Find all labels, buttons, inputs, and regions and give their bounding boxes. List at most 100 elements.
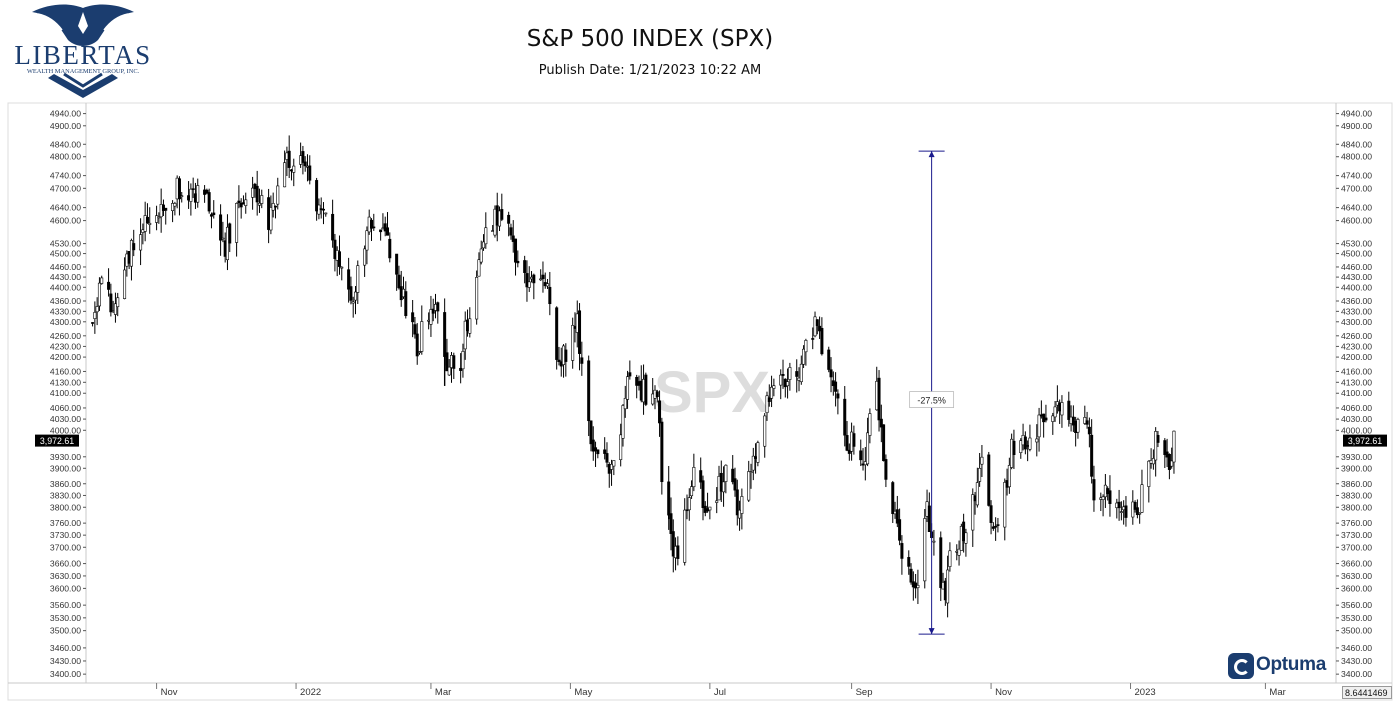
y-tick-label-left: 4000.00 [50, 425, 81, 435]
ohlc-bar [413, 317, 417, 339]
y-tick-label-left: 4640.00 [50, 203, 81, 213]
ohlc-bar [756, 440, 760, 467]
ohlc-bar [308, 155, 312, 185]
measure-label-box [909, 391, 955, 409]
ohlc-bar [107, 268, 111, 297]
x-tick-label: Mar [1269, 687, 1285, 698]
y-tick-label-right: 3430.00 [1341, 656, 1372, 666]
ohlc-bar [349, 276, 353, 305]
y-tick-label-right: 3930.00 [1341, 452, 1372, 462]
drawdown-measure[interactable]: -27.5% [909, 150, 955, 635]
ohlc-bar [587, 355, 591, 437]
ohlc-bar [139, 218, 143, 266]
last-price-label-left: 3,972.61 [40, 436, 74, 446]
ohlc-bar [834, 372, 838, 407]
ohlc-bar [772, 378, 776, 397]
ohlc-bar [157, 212, 161, 224]
ohlc-bar [324, 212, 328, 217]
y-tick-label-right: 4360.00 [1341, 296, 1372, 306]
ohlc-bar [365, 226, 369, 265]
ohlc-bar [829, 357, 833, 393]
chart-title: S&P 500 INDEX (SPX) [526, 26, 774, 52]
x-tick-label: Jul [714, 687, 726, 698]
ohlc-bar [447, 359, 451, 376]
ohlc-bar [635, 374, 639, 399]
y-tick-label-left: 3930.00 [50, 452, 81, 462]
y-tick-label-right: 3900.00 [1341, 463, 1372, 473]
ohlc-bar [1019, 438, 1023, 459]
ohlc-bar [123, 257, 127, 300]
y-tick-label-right: 3500.00 [1341, 626, 1372, 636]
ohlc-bar [1060, 395, 1064, 428]
ohlc-bar [628, 360, 632, 380]
y-tick-label-right: 3560.00 [1341, 600, 1372, 610]
ohlc-bar [347, 257, 351, 303]
y-tick-label-right: 3860.00 [1341, 479, 1372, 489]
ohlc-bar [212, 200, 216, 219]
y-tick-label-right: 4740.00 [1341, 171, 1372, 181]
y-tick-label-left: 4200.00 [50, 352, 81, 362]
ohlc-bar [276, 177, 280, 210]
vendor-label: Optuma [1256, 654, 1326, 675]
ohlc-bar [527, 266, 531, 292]
y-tick-label-left: 4500.00 [50, 249, 81, 259]
ohlc-bar [978, 453, 982, 487]
ohlc-bar [509, 223, 513, 240]
ohlc-bar [591, 426, 595, 461]
ohlc-bar [395, 253, 399, 291]
y-tick-label-right: 4500.00 [1341, 249, 1372, 259]
ohlc-bar [1012, 429, 1016, 470]
ohlc-bar [957, 540, 961, 566]
ohlc-bar [868, 408, 872, 444]
ohlc-bar [783, 378, 787, 398]
ohlc-bar [866, 417, 870, 467]
ohlc-bar [479, 240, 483, 265]
ohlc-bar [219, 204, 223, 256]
ohlc-bar [788, 362, 792, 391]
y-tick-label-right: 4430.00 [1341, 272, 1372, 282]
ohlc-bar [786, 368, 790, 399]
ohlc-bar [859, 439, 863, 467]
ohlc-bar [145, 203, 149, 224]
y-tick-label-left: 3760.00 [50, 518, 81, 528]
ohlc-bar [578, 303, 582, 371]
ohlc-bar [351, 296, 355, 318]
ohlc-bar [148, 207, 152, 234]
scale-box[interactable]: 8.6441469 [1342, 686, 1392, 699]
y-tick-label-right: 3760.00 [1341, 518, 1372, 528]
ohlc-bar [770, 375, 774, 408]
ohlc-bar [735, 479, 739, 526]
brand-tagline: WEALTH MANAGEMENT GROUP, INC. [27, 68, 140, 75]
ohlc-bar [658, 390, 662, 437]
ohlc-bar [255, 170, 259, 216]
y-tick-label-right: 4400.00 [1341, 282, 1372, 292]
ohlc-bar [356, 260, 360, 304]
ohlc-bar [1151, 449, 1155, 470]
ohlc-bar [420, 305, 424, 355]
ohlc-bar [1124, 496, 1128, 527]
ohlc-bar [205, 188, 209, 195]
x-tick-label: Nov [995, 687, 1012, 698]
y-tick-label-left: 3400.00 [50, 669, 81, 679]
ohlc-bar [429, 295, 433, 337]
ohlc-bar [815, 319, 819, 335]
ohlc-bar [1042, 413, 1046, 438]
ohlc-bar [196, 178, 200, 208]
ohlc-bar [95, 297, 99, 326]
y-tick-label-right: 4260.00 [1341, 331, 1372, 341]
ohlc-bar [1087, 417, 1091, 448]
ohlc-bar [987, 451, 991, 507]
ohlc-bar [1035, 424, 1039, 457]
ohlc-bar [171, 200, 175, 223]
ohlc-bar [463, 311, 467, 360]
ohlc-bar [507, 211, 511, 237]
ohlc-bar [235, 202, 239, 257]
y-tick-label-left: 3500.00 [50, 626, 81, 636]
ohlc-bar [203, 185, 207, 203]
ohlc-bar [397, 265, 401, 290]
brand-name: LIBERTAS [14, 40, 151, 70]
last-price-label-right: 3,972.61 [1348, 436, 1382, 446]
measure-arrow-down [928, 628, 935, 635]
ohlc-bar [708, 506, 712, 520]
